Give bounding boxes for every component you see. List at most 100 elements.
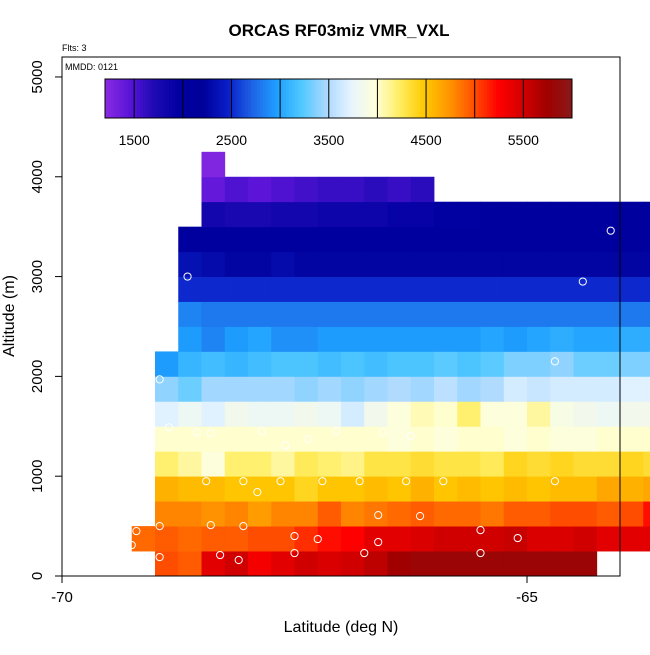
- colorbar-segment: [525, 79, 529, 118]
- heatmap-cell: [248, 251, 272, 277]
- heatmap-cell: [364, 376, 388, 402]
- flight-point: [183, 272, 192, 281]
- colorbar-segment: [177, 79, 182, 118]
- flight-point: [257, 427, 267, 436]
- flight-point: [206, 429, 215, 438]
- colorbar-segment: [195, 79, 199, 118]
- flight-point: [550, 357, 560, 366]
- heatmap-cell: [387, 301, 412, 327]
- heatmap-cell: [503, 201, 528, 228]
- heatmap-cell: [596, 401, 621, 427]
- heatmap-cell: [201, 201, 226, 228]
- heatmap-cell: [224, 201, 249, 228]
- colorbar-segment: [329, 79, 334, 118]
- heatmap-cell: [410, 201, 435, 228]
- heatmap-cell: [341, 276, 365, 302]
- heatmap-cell: [643, 451, 650, 477]
- heatmap-cell: [364, 251, 388, 277]
- heatmap-cell: [294, 451, 319, 477]
- colorbar-segment: [531, 79, 535, 118]
- colorbar-segment: [542, 79, 547, 118]
- heatmap-cell: [155, 351, 179, 377]
- colorbar-segment: [160, 79, 164, 118]
- heatmap-cell: [527, 251, 551, 277]
- heatmap-cell: [410, 276, 435, 302]
- heatmap-cell: [410, 451, 435, 477]
- heatmap-cell: [248, 351, 272, 377]
- heatmap-cell: [410, 426, 435, 452]
- colorbar-segment: [507, 79, 512, 118]
- colorbar-segment: [210, 79, 214, 118]
- colorbar-segment: [294, 79, 299, 118]
- colorbar-segment: [399, 79, 404, 118]
- colorbar-segment: [434, 79, 439, 118]
- heatmap-cell: [178, 326, 202, 352]
- heatmap-cell: [271, 376, 295, 402]
- colorbar-segment: [312, 79, 316, 118]
- colorbar-segment: [516, 79, 520, 118]
- colorbar-segment: [280, 79, 284, 118]
- heatmap-cell: [317, 476, 342, 502]
- colorbar-segment: [364, 79, 369, 118]
- heatmap-cell: [434, 301, 458, 327]
- heatmap-cell: [224, 351, 249, 377]
- heatmap-cell: [387, 451, 412, 477]
- heatmap-cell: [550, 301, 574, 327]
- flight-point: [164, 423, 174, 432]
- heatmap-cell: [550, 201, 574, 228]
- heatmap-cell: [364, 476, 388, 502]
- heatmap-cell: [620, 451, 644, 477]
- heatmap-cell: [457, 226, 481, 253]
- heatmap-cell: [341, 301, 365, 327]
- heatmap-cell: [224, 226, 249, 253]
- colorbar-segment: [393, 79, 398, 118]
- colorbar-segment: [239, 79, 243, 118]
- colorbar-segment: [388, 79, 392, 118]
- heatmap-cell: [434, 551, 458, 577]
- colorbar-segment: [163, 79, 167, 118]
- colorbar-segment: [233, 79, 237, 118]
- heatmap-cell: [248, 201, 272, 228]
- heatmap-cell: [341, 176, 365, 203]
- colorbar-segment: [248, 79, 252, 118]
- heatmap-cell: [457, 351, 481, 377]
- heatmap-cell: [527, 526, 551, 552]
- colorbar-segment: [315, 79, 319, 118]
- colorbar-segment: [452, 79, 456, 118]
- heatmap-cell: [434, 276, 458, 302]
- heatmap-cell: [224, 476, 249, 502]
- heatmap-cell: [155, 426, 179, 452]
- heatmap-cell: [503, 451, 528, 477]
- heatmap-cell: [434, 501, 458, 527]
- heatmap-cell: [410, 226, 435, 253]
- colorbar-segment: [175, 79, 179, 118]
- heatmap-cell: [364, 426, 388, 452]
- heatmap-cell: [271, 276, 295, 302]
- heatmap-cell: [387, 226, 412, 253]
- heatmap-cell: [224, 301, 249, 327]
- heatmap-cell: [294, 501, 319, 527]
- heatmap-cell: [201, 276, 226, 302]
- heatmap-cell: [387, 401, 412, 427]
- x-axis-label: Latitude (deg N): [284, 619, 399, 636]
- heatmap-cell: [434, 476, 458, 502]
- heatmap-cell: [364, 401, 388, 427]
- colorbar-segment: [198, 79, 202, 118]
- heatmap-cell: [294, 326, 319, 352]
- heatmap-cell: [317, 326, 342, 352]
- heatmap-cell: [410, 326, 435, 352]
- heatmap-cell: [294, 176, 319, 203]
- heatmap-cell: [620, 301, 644, 327]
- heatmap-cell: [271, 226, 295, 253]
- colorbar-segment: [224, 79, 229, 118]
- colorbar-segment: [309, 79, 313, 118]
- colorbar-segment: [306, 79, 310, 118]
- heatmap-cell: [341, 226, 365, 253]
- y-tick-label: 4000: [29, 160, 46, 193]
- heatmap-cell: [364, 201, 388, 228]
- heatmap-cell: [480, 226, 505, 253]
- heatmap-cell: [178, 401, 202, 427]
- flight-point: [132, 526, 141, 536]
- flight-point: [164, 340, 174, 349]
- colorbar-segment: [230, 79, 234, 118]
